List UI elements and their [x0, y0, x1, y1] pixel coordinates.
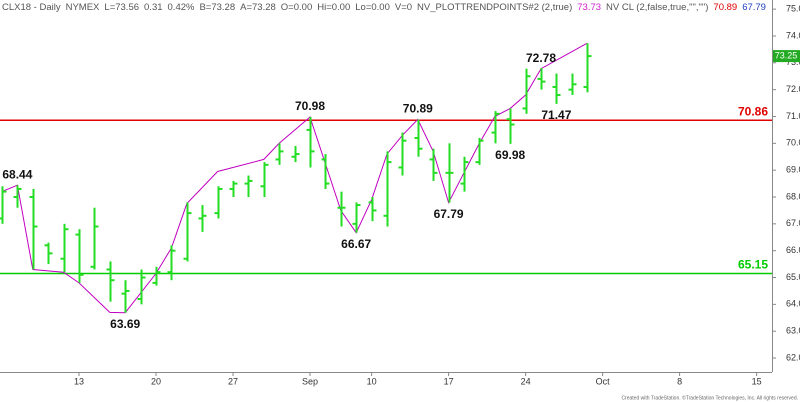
- ohlc-bar: [167, 245, 176, 281]
- ohlc-bar: [306, 117, 315, 168]
- y-tick-label: 74.00: [786, 30, 800, 40]
- y-tick-label: 66.00: [786, 245, 800, 255]
- price-line-label: 70.86: [738, 104, 768, 118]
- swing-label: 70.89: [403, 102, 433, 116]
- x-tick-label: Oct: [596, 376, 611, 386]
- ohlc-bar: [214, 186, 223, 219]
- ohlc-bar: [414, 119, 423, 157]
- ohlc-bar: [152, 266, 161, 286]
- header-item: NV CL (2,false,true,"",""): [606, 2, 708, 13]
- ohlc-bar: [198, 205, 207, 232]
- y-tick-label: 72.00: [786, 84, 800, 94]
- swing-label: 67.79: [434, 207, 464, 221]
- header-item: O=0.00: [281, 2, 312, 13]
- ohlc-bar: [537, 68, 546, 90]
- y-tick-label: 68.00: [786, 191, 800, 201]
- ohlc-bar: [275, 143, 284, 165]
- x-tick-label: 13: [74, 376, 84, 386]
- y-tick-label: 71.00: [786, 111, 800, 121]
- ohlc-bar: [475, 137, 484, 165]
- header-item: CLX18 - Daily: [2, 2, 61, 13]
- ohlc-bar: [506, 108, 515, 144]
- y-tick-label: 73.00: [786, 57, 800, 67]
- ohlc-bar: [106, 261, 115, 302]
- ohlc-bar: [321, 154, 330, 189]
- header-item: A=73.28: [240, 2, 276, 13]
- ohlc-bar: [244, 175, 253, 198]
- ohlc-bar: [75, 229, 84, 283]
- header-item: 70.89: [713, 2, 737, 13]
- swing-label: 69.98: [495, 148, 525, 162]
- header-item: L=73.56: [104, 2, 139, 13]
- ohlc-bar: [337, 191, 346, 227]
- ohlc-bar: [260, 162, 269, 198]
- y-tick-label: 69.00: [786, 165, 800, 175]
- header-item: NYMEX: [66, 2, 100, 13]
- header-item: 0.42%: [168, 2, 195, 13]
- ohlc-bar: [90, 207, 99, 270]
- header-item: 0.31: [144, 2, 163, 13]
- swing-label: 66.67: [341, 237, 371, 251]
- price-line-label: 65.15: [738, 258, 768, 272]
- header-item: 67.79: [742, 2, 766, 13]
- ohlc-bar: [491, 111, 500, 144]
- y-tick-label: 63.00: [786, 326, 800, 336]
- ohlc-bar: [0, 186, 7, 224]
- ohlc-bar: [29, 188, 38, 270]
- ohlc-bar: [229, 180, 238, 198]
- ohlc-bar: [445, 143, 454, 203]
- ohlc-bar: [368, 197, 377, 222]
- last-price-box: [773, 50, 800, 63]
- ohlc-bar: [398, 132, 407, 176]
- y-tick-label: 62.00: [786, 352, 800, 362]
- swing-label: 70.98: [295, 99, 325, 113]
- ohlc-bar: [429, 148, 438, 181]
- x-tick-label: 17: [444, 376, 454, 386]
- x-tick-label: 24: [521, 376, 531, 386]
- ohlc-bar: [121, 280, 130, 313]
- ohlc-bar: [13, 185, 22, 208]
- ohlc-bar: [44, 242, 53, 265]
- swing-label: 63.69: [110, 317, 140, 331]
- ohlc-bar: [522, 68, 531, 114]
- y-tick-label: 75.00: [786, 4, 800, 14]
- ohlc-bar: [583, 43, 592, 93]
- x-tick-label: 20: [151, 376, 161, 386]
- header-item: NV_PLOTTRENDPOINTS#2 (2,true): [417, 2, 572, 13]
- credit: Created with TradeStation. ©TradeStation…: [621, 394, 798, 401]
- ohlc-bar: [383, 151, 392, 227]
- swing-label: 71.47: [541, 108, 571, 122]
- ohlc-bar: [460, 156, 469, 192]
- header-item: V=0: [395, 2, 412, 13]
- header-item: Lo=0.00: [355, 2, 390, 13]
- x-tick-label: Sep: [302, 376, 318, 386]
- x-tick-label: 27: [228, 376, 238, 386]
- ohlc-bar: [183, 202, 192, 262]
- header-item: B=73.28: [199, 2, 235, 13]
- ohlc-bar: [137, 269, 146, 305]
- y-tick-label: 70.00: [786, 138, 800, 148]
- ohlc-bar: [552, 73, 561, 104]
- ohlc-bar: [568, 73, 577, 96]
- swing-label: 72.78: [526, 51, 556, 65]
- swing-label: 68.44: [2, 167, 32, 181]
- y-tick-label: 67.00: [786, 218, 800, 228]
- ohlc-bar: [60, 223, 69, 273]
- last-price-label: 73.25: [775, 50, 798, 60]
- header-item: 73.73: [577, 2, 601, 13]
- ohlc-bar: [291, 146, 300, 163]
- header-item: Hi=0.00: [317, 2, 350, 13]
- header: CLX18 - Daily NYMEX L=73.56 0.31 0.42% B=73.2…: [2, 2, 766, 13]
- x-tick-label: 15: [752, 376, 762, 386]
- x-tick-label: 8: [677, 376, 682, 386]
- ohlc-bar: [352, 202, 361, 233]
- y-tick-label: 64.00: [786, 299, 800, 309]
- y-tick-label: 65.00: [786, 272, 800, 282]
- x-tick-label: 10: [367, 376, 377, 386]
